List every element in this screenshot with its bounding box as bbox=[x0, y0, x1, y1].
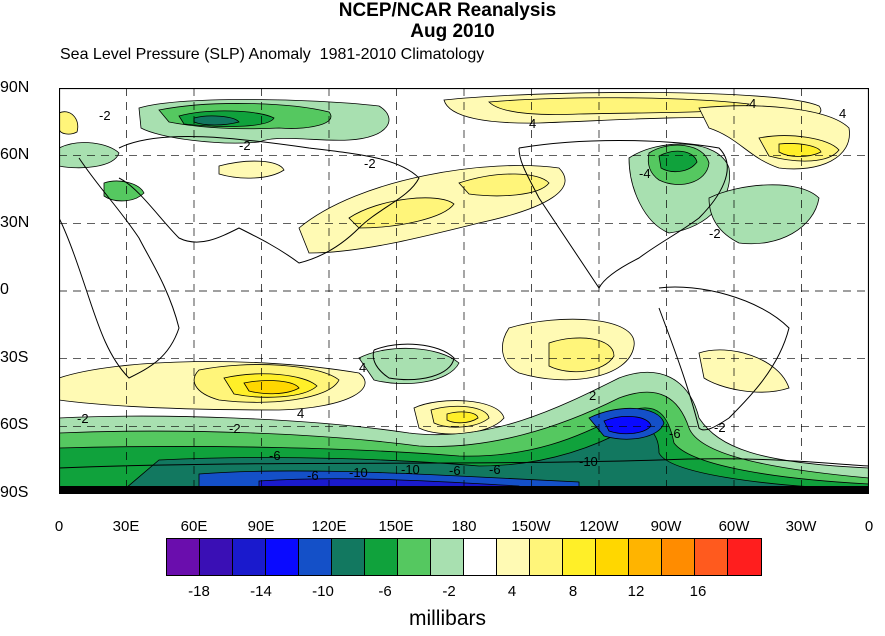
chart-subtitle: Sea Level Pressure (SLP) Anomaly 1981-20… bbox=[60, 46, 485, 63]
colorbar-label: 16 bbox=[689, 583, 707, 600]
colorbar-label: 4 bbox=[507, 583, 517, 600]
chart-title: NCEP/NCAR Reanalysis bbox=[338, 0, 557, 21]
colorbar-label: -6 bbox=[378, 583, 392, 600]
x-label-90e: 90E bbox=[247, 518, 275, 535]
x-label-120e: 120E bbox=[311, 518, 347, 535]
x-label-180: 180 bbox=[451, 518, 477, 535]
australia-coast bbox=[372, 343, 455, 381]
colorbar-label: -2 bbox=[442, 583, 456, 600]
colorbar-swatch bbox=[695, 539, 728, 575]
colorbar-swatch bbox=[266, 539, 299, 575]
chart-date: Aug 2010 bbox=[410, 21, 495, 42]
colorbar-label: 12 bbox=[627, 583, 645, 600]
contour-label: -2 bbox=[714, 420, 726, 435]
contour-label: -2 bbox=[364, 156, 376, 171]
contour-label: -2 bbox=[99, 108, 111, 123]
contour-label: -6 bbox=[269, 448, 281, 463]
contour-label: 4 bbox=[839, 106, 846, 121]
colorbar-swatch bbox=[299, 539, 332, 575]
colorbar-swatch bbox=[563, 539, 596, 575]
colorbar-label: -14 bbox=[250, 583, 272, 600]
x-label-120w: 120W bbox=[579, 518, 619, 535]
north-america-coast bbox=[518, 140, 728, 289]
colorbar-swatch bbox=[662, 539, 695, 575]
eurasia-coast bbox=[118, 135, 420, 264]
x-label-90w: 90W bbox=[650, 518, 682, 535]
colorbar-swatch bbox=[497, 539, 530, 575]
colorbar-swatch bbox=[332, 539, 365, 575]
contour-label: 2 bbox=[589, 388, 596, 403]
colorbar-swatch bbox=[464, 539, 497, 575]
units-label: millibars bbox=[408, 607, 486, 630]
contour-label: -10 bbox=[349, 465, 368, 480]
colorbar-swatch bbox=[530, 539, 563, 575]
contour-label: -6 bbox=[669, 426, 681, 441]
x-label-60w: 60W bbox=[718, 518, 750, 535]
colorbar-swatch bbox=[728, 539, 761, 575]
y-label-60s: 60S bbox=[0, 416, 29, 433]
colorbar-label: -10 bbox=[312, 583, 334, 600]
colorbar-label: -18 bbox=[188, 583, 210, 600]
y-label-90s: 90S bbox=[0, 484, 29, 501]
contour-label: -6 bbox=[489, 462, 501, 477]
africa-coast bbox=[59, 157, 180, 379]
colorbar-swatch bbox=[167, 539, 200, 575]
colorbar-label: 8 bbox=[568, 583, 578, 600]
contour-label: 4 bbox=[749, 96, 756, 111]
x-label-30w: 30W bbox=[785, 518, 817, 535]
contour-label: -10 bbox=[579, 454, 598, 469]
colorbar-swatch bbox=[431, 539, 464, 575]
x-label-150w: 150W bbox=[511, 518, 551, 535]
colorbar-swatch bbox=[596, 539, 629, 575]
contour-label: 4 bbox=[529, 116, 536, 131]
contour-label: -2 bbox=[77, 411, 89, 426]
colorbar-swatch bbox=[233, 539, 266, 575]
y-label-eq: 0 bbox=[0, 281, 9, 298]
contour-label: -4 bbox=[639, 166, 651, 181]
x-label-0-end: 0 bbox=[864, 518, 874, 535]
colorbar-swatch bbox=[629, 539, 662, 575]
x-label-150e: 150E bbox=[378, 518, 414, 535]
colorbar-swatch bbox=[365, 539, 398, 575]
colorbar-swatch bbox=[398, 539, 431, 575]
y-label-30s: 30S bbox=[0, 349, 29, 366]
contour-label: -6 bbox=[449, 463, 461, 478]
contour-label: -2 bbox=[239, 138, 251, 153]
south-america-coast bbox=[658, 286, 790, 431]
x-label-0: 0 bbox=[54, 518, 64, 535]
y-label-30n: 30N bbox=[0, 214, 30, 231]
x-label-30e: 30E bbox=[112, 518, 140, 535]
contour-label: -6 bbox=[307, 468, 319, 483]
y-label-60n: 60N bbox=[0, 146, 30, 163]
colorbar-swatch bbox=[200, 539, 233, 575]
antarctica-coast bbox=[59, 458, 869, 469]
contour-label: -10 bbox=[401, 462, 420, 477]
anomaly-map: -2 -2 -2 -2 -6 -6 -6 -6 -10 -10 -10 -6 4… bbox=[59, 88, 869, 494]
contour-label: -2 bbox=[709, 226, 721, 241]
y-label-90n: 90N bbox=[0, 79, 30, 96]
contour-label: 4 bbox=[297, 406, 304, 421]
color-legend bbox=[166, 538, 762, 576]
contour-label: -2 bbox=[229, 421, 241, 436]
x-label-60e: 60E bbox=[180, 518, 208, 535]
contour-label: 4 bbox=[359, 360, 366, 375]
